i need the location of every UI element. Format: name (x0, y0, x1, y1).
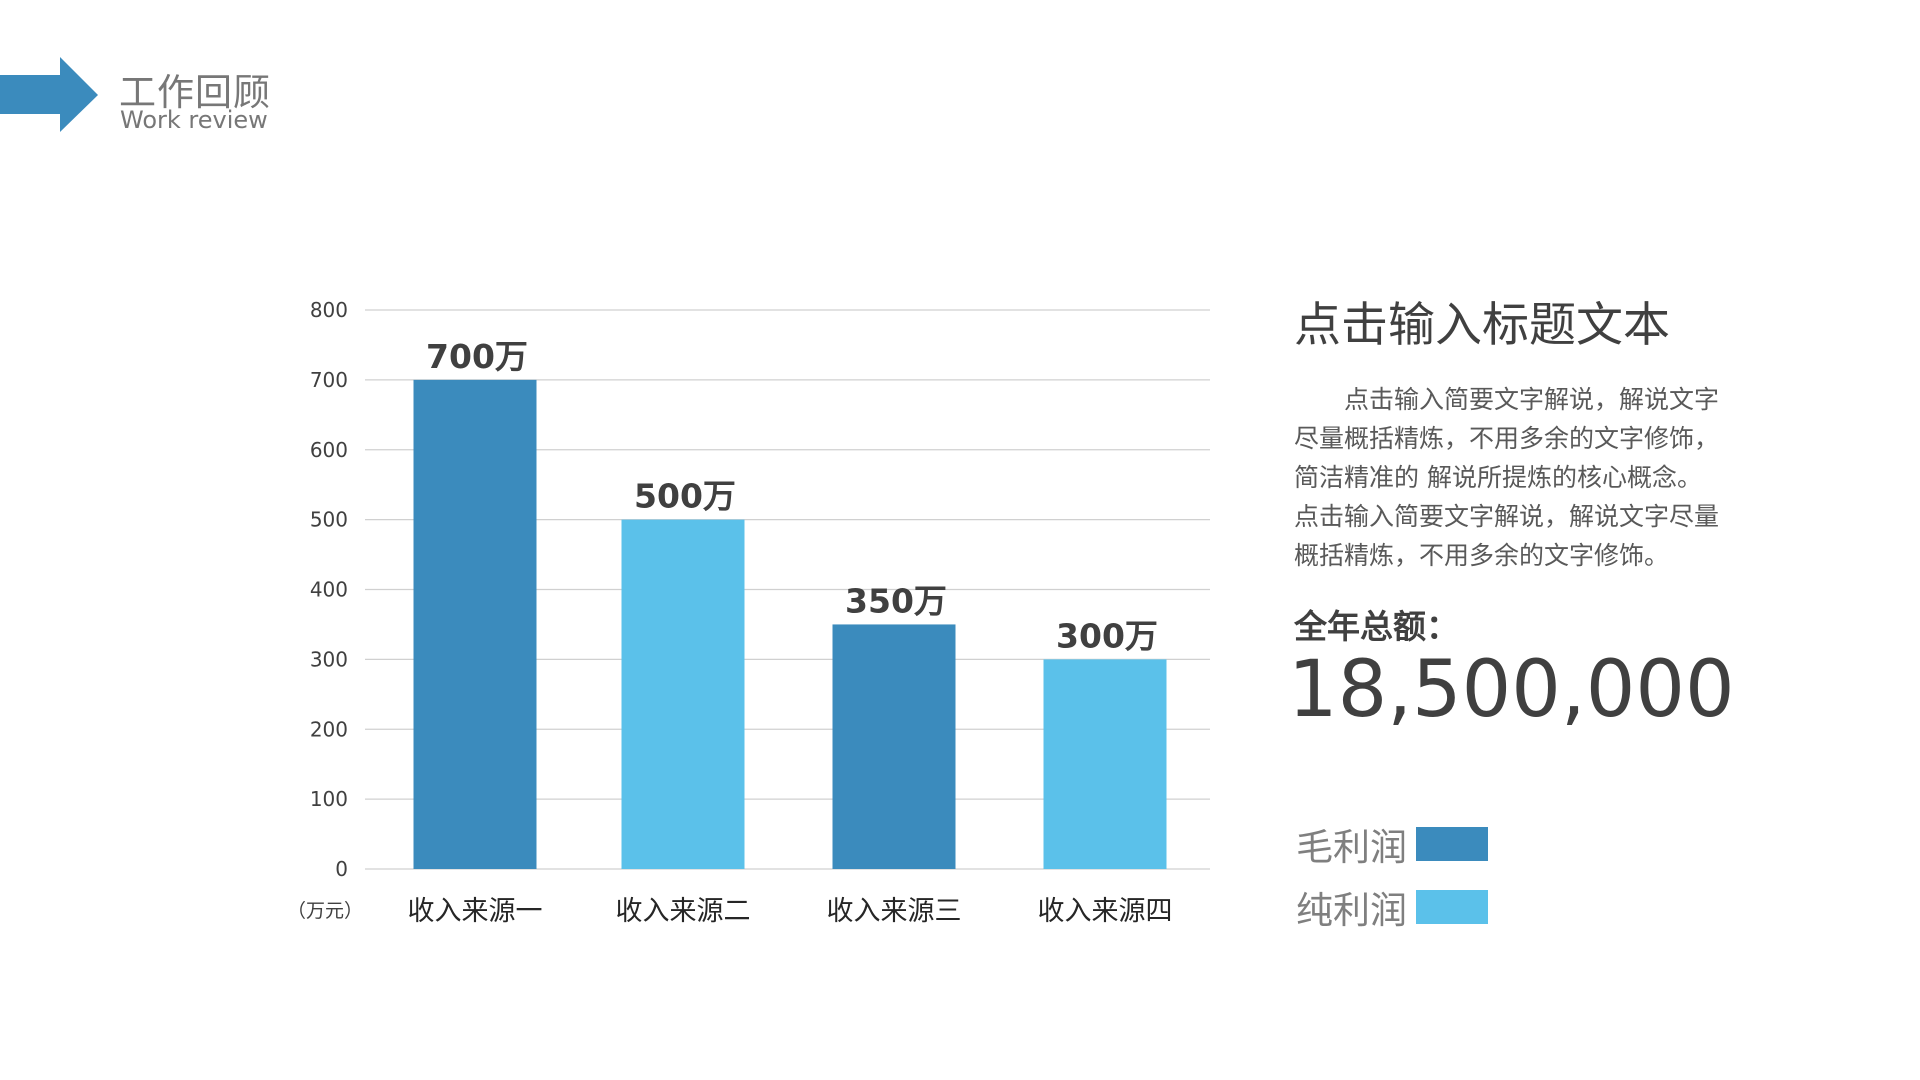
y-tick-label: 700 (310, 368, 348, 392)
unit-label: （万元） (287, 900, 363, 922)
paragraph-line: 点击输入简要文字解说，解说文字 (1294, 385, 1720, 414)
y-tick-label: 200 (310, 717, 348, 741)
side-paragraph[interactable]: 点击输入简要文字解说，解说文字 尽量概括精炼，不用多余的文字修饰， 简洁精准的 … (1294, 380, 1766, 575)
data-label: 500万 (634, 477, 736, 516)
bar (832, 624, 956, 869)
arrow-icon (0, 57, 98, 132)
category-label: 收入来源一 (408, 896, 543, 927)
y-tick-label: 100 (310, 787, 348, 811)
legend-swatch (1416, 827, 1488, 861)
bar (1043, 659, 1167, 869)
legend-label: 毛利润 (1296, 826, 1407, 869)
bar (413, 379, 537, 869)
y-tick-label: 800 (310, 298, 348, 322)
side-title[interactable]: 点击输入标题文本 (1294, 298, 1670, 353)
y-tick-label: 600 (310, 438, 348, 462)
y-tick-label: 400 (310, 578, 348, 602)
y-tick-label: 500 (310, 508, 348, 532)
paragraph-line: 点击输入简要文字解说，解说文字尽量 (1294, 502, 1720, 531)
bar (621, 519, 745, 869)
section-subtitle: Work review (120, 106, 268, 134)
category-label: 收入来源二 (616, 896, 751, 927)
paragraph-line: 概括精炼，不用多余的文字修饰。 (1294, 541, 1670, 570)
category-label: 收入来源四 (1038, 896, 1173, 927)
category-label: 收入来源三 (827, 896, 962, 927)
legend-item-net-profit: 纯利润 (1296, 880, 1488, 934)
total-value: 18,500,000 (1288, 645, 1735, 735)
total-label: 全年总额： (1294, 607, 1459, 646)
data-label: 700万 (426, 337, 528, 376)
data-label: 300万 (1056, 616, 1158, 655)
legend-label: 纯利润 (1296, 889, 1407, 932)
data-label: 350万 (845, 581, 947, 620)
y-tick-label: 300 (310, 647, 348, 671)
y-tick-label: 0 (335, 857, 348, 881)
section-title: 工作回顾 (119, 71, 271, 114)
legend-item-gross-profit: 毛利润 (1296, 817, 1488, 871)
legend-swatch (1416, 890, 1488, 924)
paragraph-line: 尽量概括精炼，不用多余的文字修饰， (1294, 424, 1720, 453)
paragraph-line: 简洁精准的 解说所提炼的核心概念。 (1294, 463, 1702, 492)
